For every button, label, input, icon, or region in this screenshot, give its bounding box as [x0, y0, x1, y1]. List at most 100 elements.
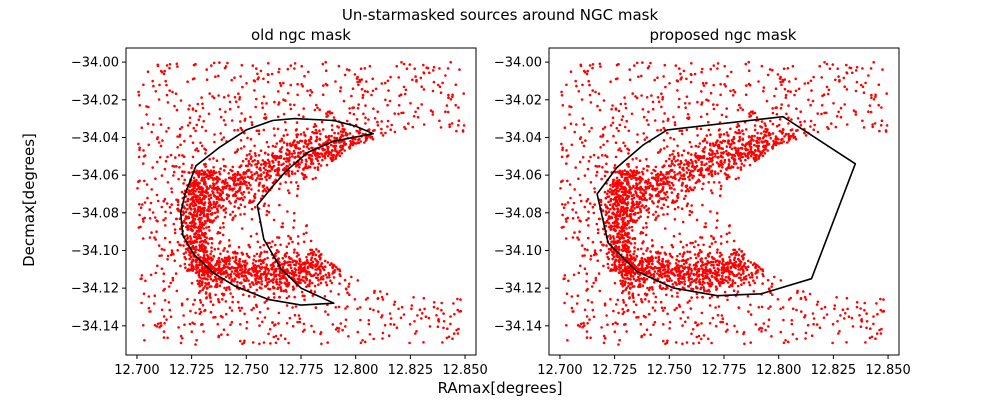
scatter-point [799, 296, 803, 300]
scatter-point [719, 133, 723, 136]
scatter-point [712, 83, 715, 87]
scatter-point [267, 145, 270, 149]
scatter-point [250, 175, 253, 179]
scatter-point [681, 310, 685, 314]
scatter-point [872, 315, 875, 318]
scatter-point [621, 279, 625, 283]
scatter-point [326, 147, 330, 151]
scatter-point [735, 151, 739, 155]
scatter-point [739, 168, 743, 171]
scatter-point [845, 88, 849, 91]
scatter-point [371, 77, 375, 81]
scatter-point [718, 181, 721, 184]
scatter-point [248, 152, 251, 156]
scatter-point [670, 159, 674, 163]
scatter-point [150, 188, 153, 191]
scatter-point [803, 295, 807, 299]
scatter-point [639, 185, 643, 189]
scatter-point [717, 305, 721, 308]
scatter-point [190, 221, 194, 224]
scatter-point [237, 105, 240, 109]
scatter-point [286, 189, 290, 192]
scatter-point [339, 144, 343, 148]
scatter-point [198, 170, 201, 173]
scatter-point [255, 232, 258, 236]
scatter-point [159, 69, 163, 73]
scatter-point [326, 341, 330, 344]
scatter-point [719, 82, 722, 86]
scatter-point [176, 240, 180, 244]
scatter-point [314, 157, 318, 160]
scatter-point [241, 270, 244, 274]
scatter-point [716, 139, 719, 142]
scatter-point [207, 269, 210, 273]
scatter-point [698, 142, 702, 145]
scatter-point [588, 202, 592, 205]
scatter-point [267, 277, 271, 281]
scatter-point [279, 147, 282, 151]
scatter-point [302, 115, 305, 118]
scatter-point [194, 129, 197, 133]
scatter-point [160, 247, 164, 251]
scatter-point [189, 255, 193, 258]
scatter-point [813, 123, 816, 127]
scatter-point [289, 236, 292, 240]
scatter-point [197, 253, 200, 257]
scatter-point [635, 96, 639, 100]
scatter-point [179, 143, 182, 147]
scatter-point [728, 175, 731, 179]
scatter-point [234, 177, 237, 180]
scatter-point [736, 166, 740, 170]
scatter-point [812, 75, 815, 79]
y-tick-label: −34.14 [71, 319, 119, 334]
scatter-point [606, 139, 609, 143]
scatter-point [870, 93, 873, 97]
scatter-point [334, 80, 337, 83]
scatter-point [832, 102, 835, 105]
scatter-point [183, 170, 186, 174]
scatter-point [420, 85, 424, 88]
scatter-point [150, 130, 153, 134]
scatter-point [279, 286, 282, 289]
scatter-point [880, 119, 884, 122]
scatter-point [321, 128, 325, 131]
scatter-point [867, 110, 870, 113]
scatter-point [168, 66, 171, 70]
scatter-point [831, 322, 835, 326]
scatter-point [872, 98, 876, 101]
scatter-point [319, 164, 323, 167]
scatter-point [353, 141, 356, 145]
scatter-point [650, 94, 653, 97]
scatter-point [717, 143, 721, 147]
scatter-point [588, 318, 591, 321]
scatter-point [664, 268, 667, 271]
scatter-point [243, 339, 246, 343]
scatter-point [725, 145, 729, 148]
scatter-point [217, 74, 220, 78]
scatter-point [585, 199, 588, 203]
scatter-point [293, 172, 297, 175]
scatter-point [455, 328, 458, 332]
scatter-point [881, 310, 884, 313]
scatter-point [347, 335, 350, 338]
scatter-point [193, 210, 197, 213]
scatter-point [212, 316, 215, 319]
scatter-point [287, 171, 290, 175]
scatter-point [208, 229, 211, 232]
scatter-point [258, 177, 262, 181]
scatter-point [781, 306, 785, 309]
scatter-point [243, 195, 246, 199]
scatter-point [254, 260, 258, 263]
scatter-point [191, 108, 195, 111]
scatter-point [737, 157, 741, 160]
scatter-point [381, 134, 385, 137]
scatter-point [311, 253, 315, 257]
scatter-point [573, 231, 576, 234]
scatter-point [707, 181, 710, 184]
scatter-point [146, 70, 150, 73]
scatter-point [654, 176, 658, 179]
scatter-point [240, 251, 244, 255]
scatter-point [302, 145, 306, 148]
scatter-point [289, 181, 293, 184]
scatter-point [229, 176, 232, 179]
